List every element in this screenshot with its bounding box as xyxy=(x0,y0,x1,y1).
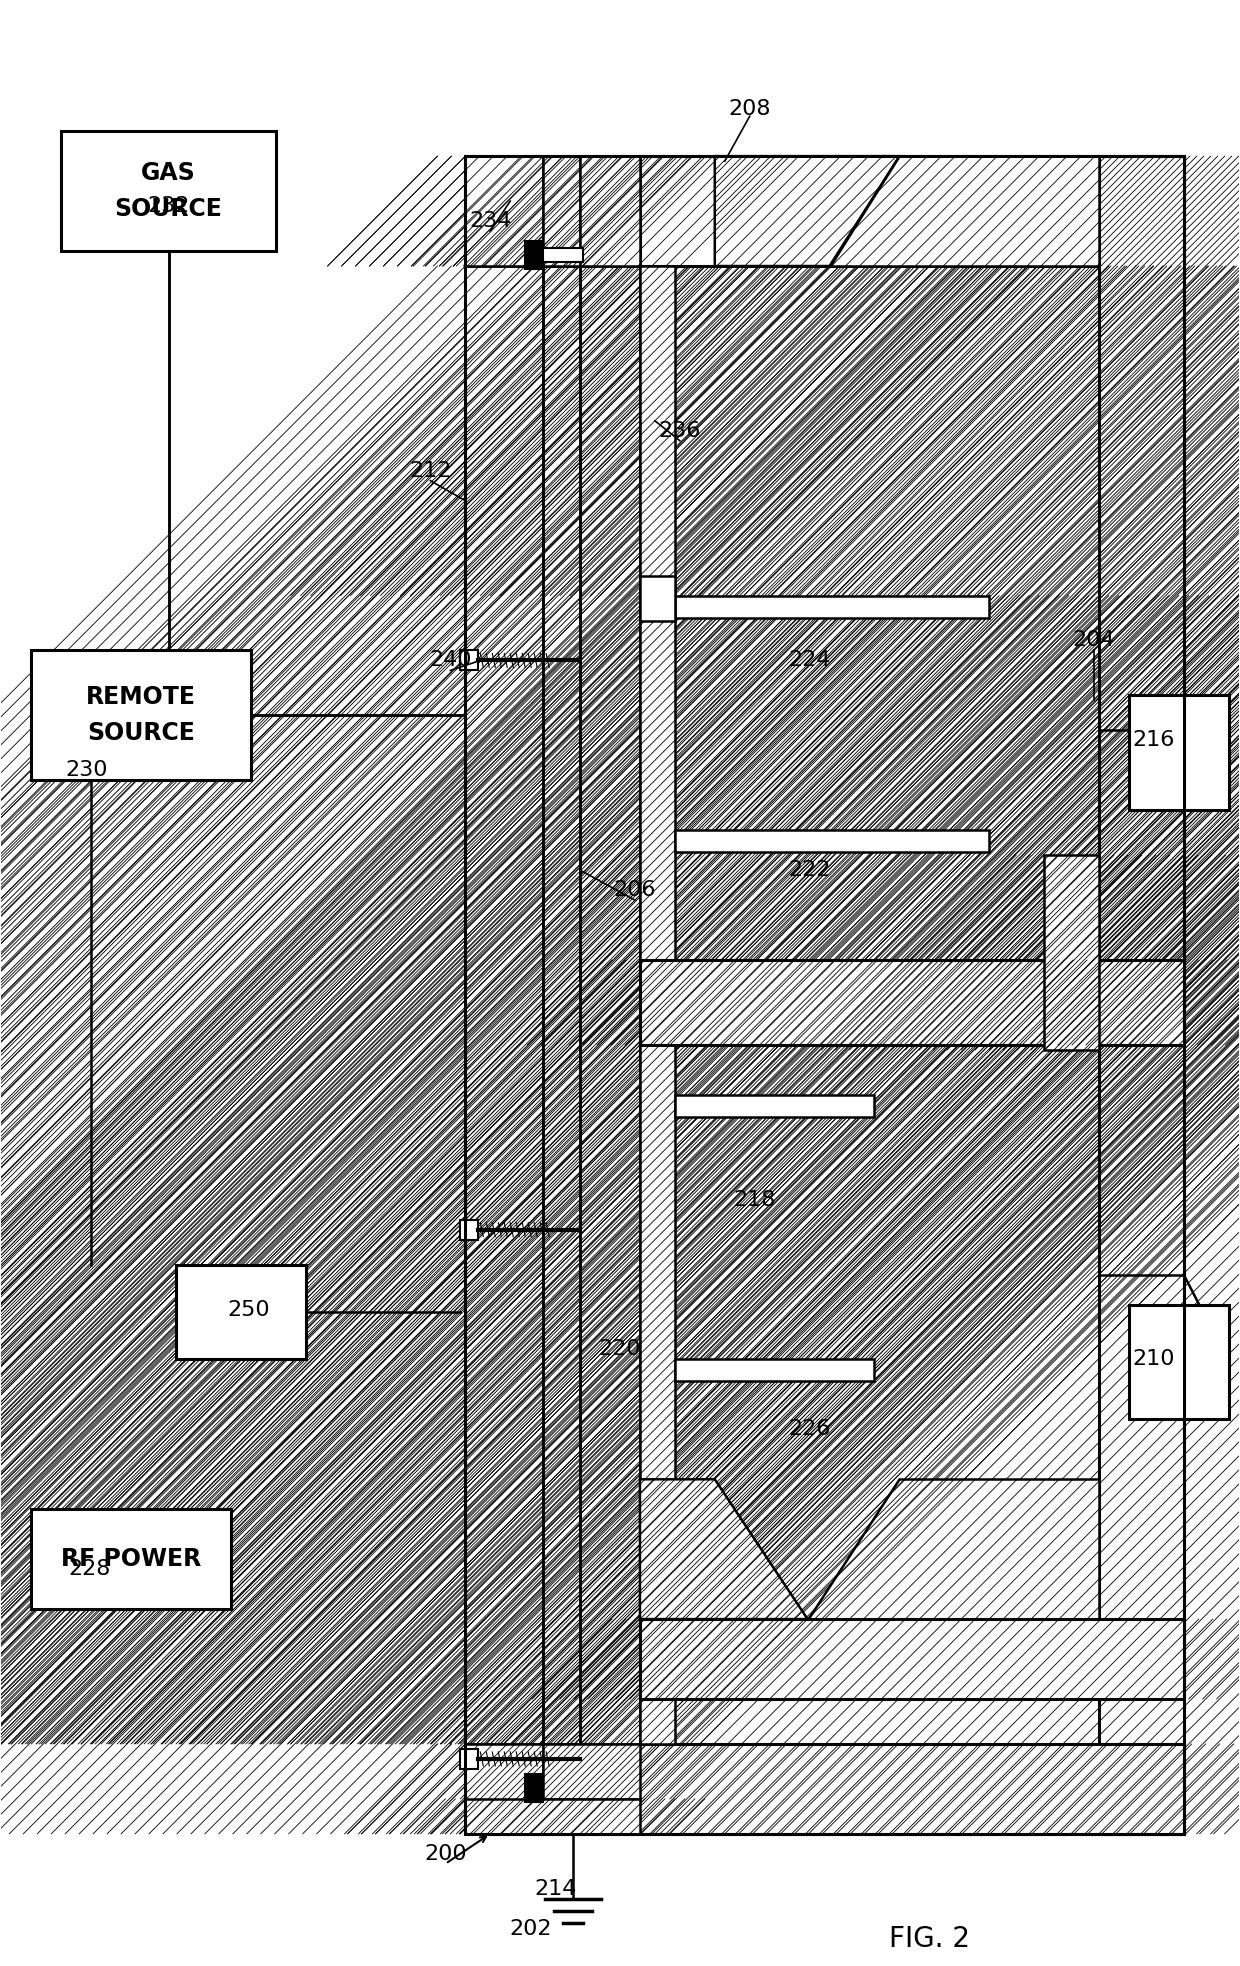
Text: 202: 202 xyxy=(508,1919,552,1938)
Bar xyxy=(1044,855,1099,1050)
Bar xyxy=(465,155,543,265)
Text: 234: 234 xyxy=(469,210,511,232)
Polygon shape xyxy=(830,155,1099,265)
Bar xyxy=(460,1219,479,1241)
Bar xyxy=(580,265,640,1744)
Bar xyxy=(465,1744,543,1834)
Text: SOURCE: SOURCE xyxy=(87,722,195,745)
Bar xyxy=(526,242,543,269)
Bar xyxy=(460,1750,479,1769)
Text: 204: 204 xyxy=(1073,631,1115,651)
Bar xyxy=(640,576,675,621)
Text: 208: 208 xyxy=(728,98,771,120)
Text: SOURCE: SOURCE xyxy=(114,197,222,220)
Bar xyxy=(176,1264,306,1359)
Polygon shape xyxy=(640,1478,807,1620)
Text: 222: 222 xyxy=(789,861,831,881)
Bar xyxy=(31,1510,231,1608)
Text: 230: 230 xyxy=(64,761,108,781)
Bar xyxy=(465,155,640,265)
Text: FIG. 2: FIG. 2 xyxy=(889,1925,970,1952)
Text: 226: 226 xyxy=(789,1419,831,1439)
Bar xyxy=(465,1799,640,1834)
Bar xyxy=(543,265,580,1744)
Text: 210: 210 xyxy=(1132,1349,1176,1370)
Text: 220: 220 xyxy=(599,1339,641,1359)
Bar xyxy=(675,1359,874,1382)
Text: RF POWER: RF POWER xyxy=(61,1547,201,1571)
Bar xyxy=(543,265,580,1744)
Bar xyxy=(1099,155,1184,1834)
Text: 236: 236 xyxy=(658,421,701,440)
Bar xyxy=(543,1744,640,1799)
Bar xyxy=(714,155,1184,265)
Bar xyxy=(640,959,1184,1044)
Text: 250: 250 xyxy=(227,1300,270,1319)
Bar xyxy=(31,651,250,781)
Text: 240: 240 xyxy=(429,651,471,670)
Bar xyxy=(465,155,1184,1834)
Bar xyxy=(1128,1305,1229,1419)
Polygon shape xyxy=(807,1478,1099,1620)
Polygon shape xyxy=(714,155,899,265)
Text: REMOTE: REMOTE xyxy=(86,686,196,710)
Bar xyxy=(526,1773,543,1803)
Text: 224: 224 xyxy=(789,651,831,670)
Text: GAS: GAS xyxy=(141,161,196,185)
Text: 214: 214 xyxy=(534,1879,577,1899)
Text: 212: 212 xyxy=(409,460,451,482)
Bar xyxy=(465,1744,1184,1834)
Bar xyxy=(640,265,675,596)
Text: 218: 218 xyxy=(734,1189,776,1209)
Bar xyxy=(460,651,479,670)
Bar xyxy=(543,155,580,265)
Bar xyxy=(640,1620,1184,1699)
Bar xyxy=(675,596,990,617)
Bar xyxy=(640,596,675,1744)
Bar xyxy=(640,155,714,265)
Bar xyxy=(675,830,990,851)
Bar xyxy=(543,248,583,261)
Text: 200: 200 xyxy=(424,1844,466,1864)
Bar xyxy=(580,155,640,265)
Text: 228: 228 xyxy=(68,1559,110,1579)
Text: 216: 216 xyxy=(1132,729,1176,751)
Text: 232: 232 xyxy=(148,197,190,216)
Bar xyxy=(61,132,275,252)
Bar xyxy=(1128,696,1229,810)
Bar xyxy=(675,1095,874,1117)
Bar xyxy=(465,265,543,1744)
Text: 206: 206 xyxy=(614,881,656,900)
